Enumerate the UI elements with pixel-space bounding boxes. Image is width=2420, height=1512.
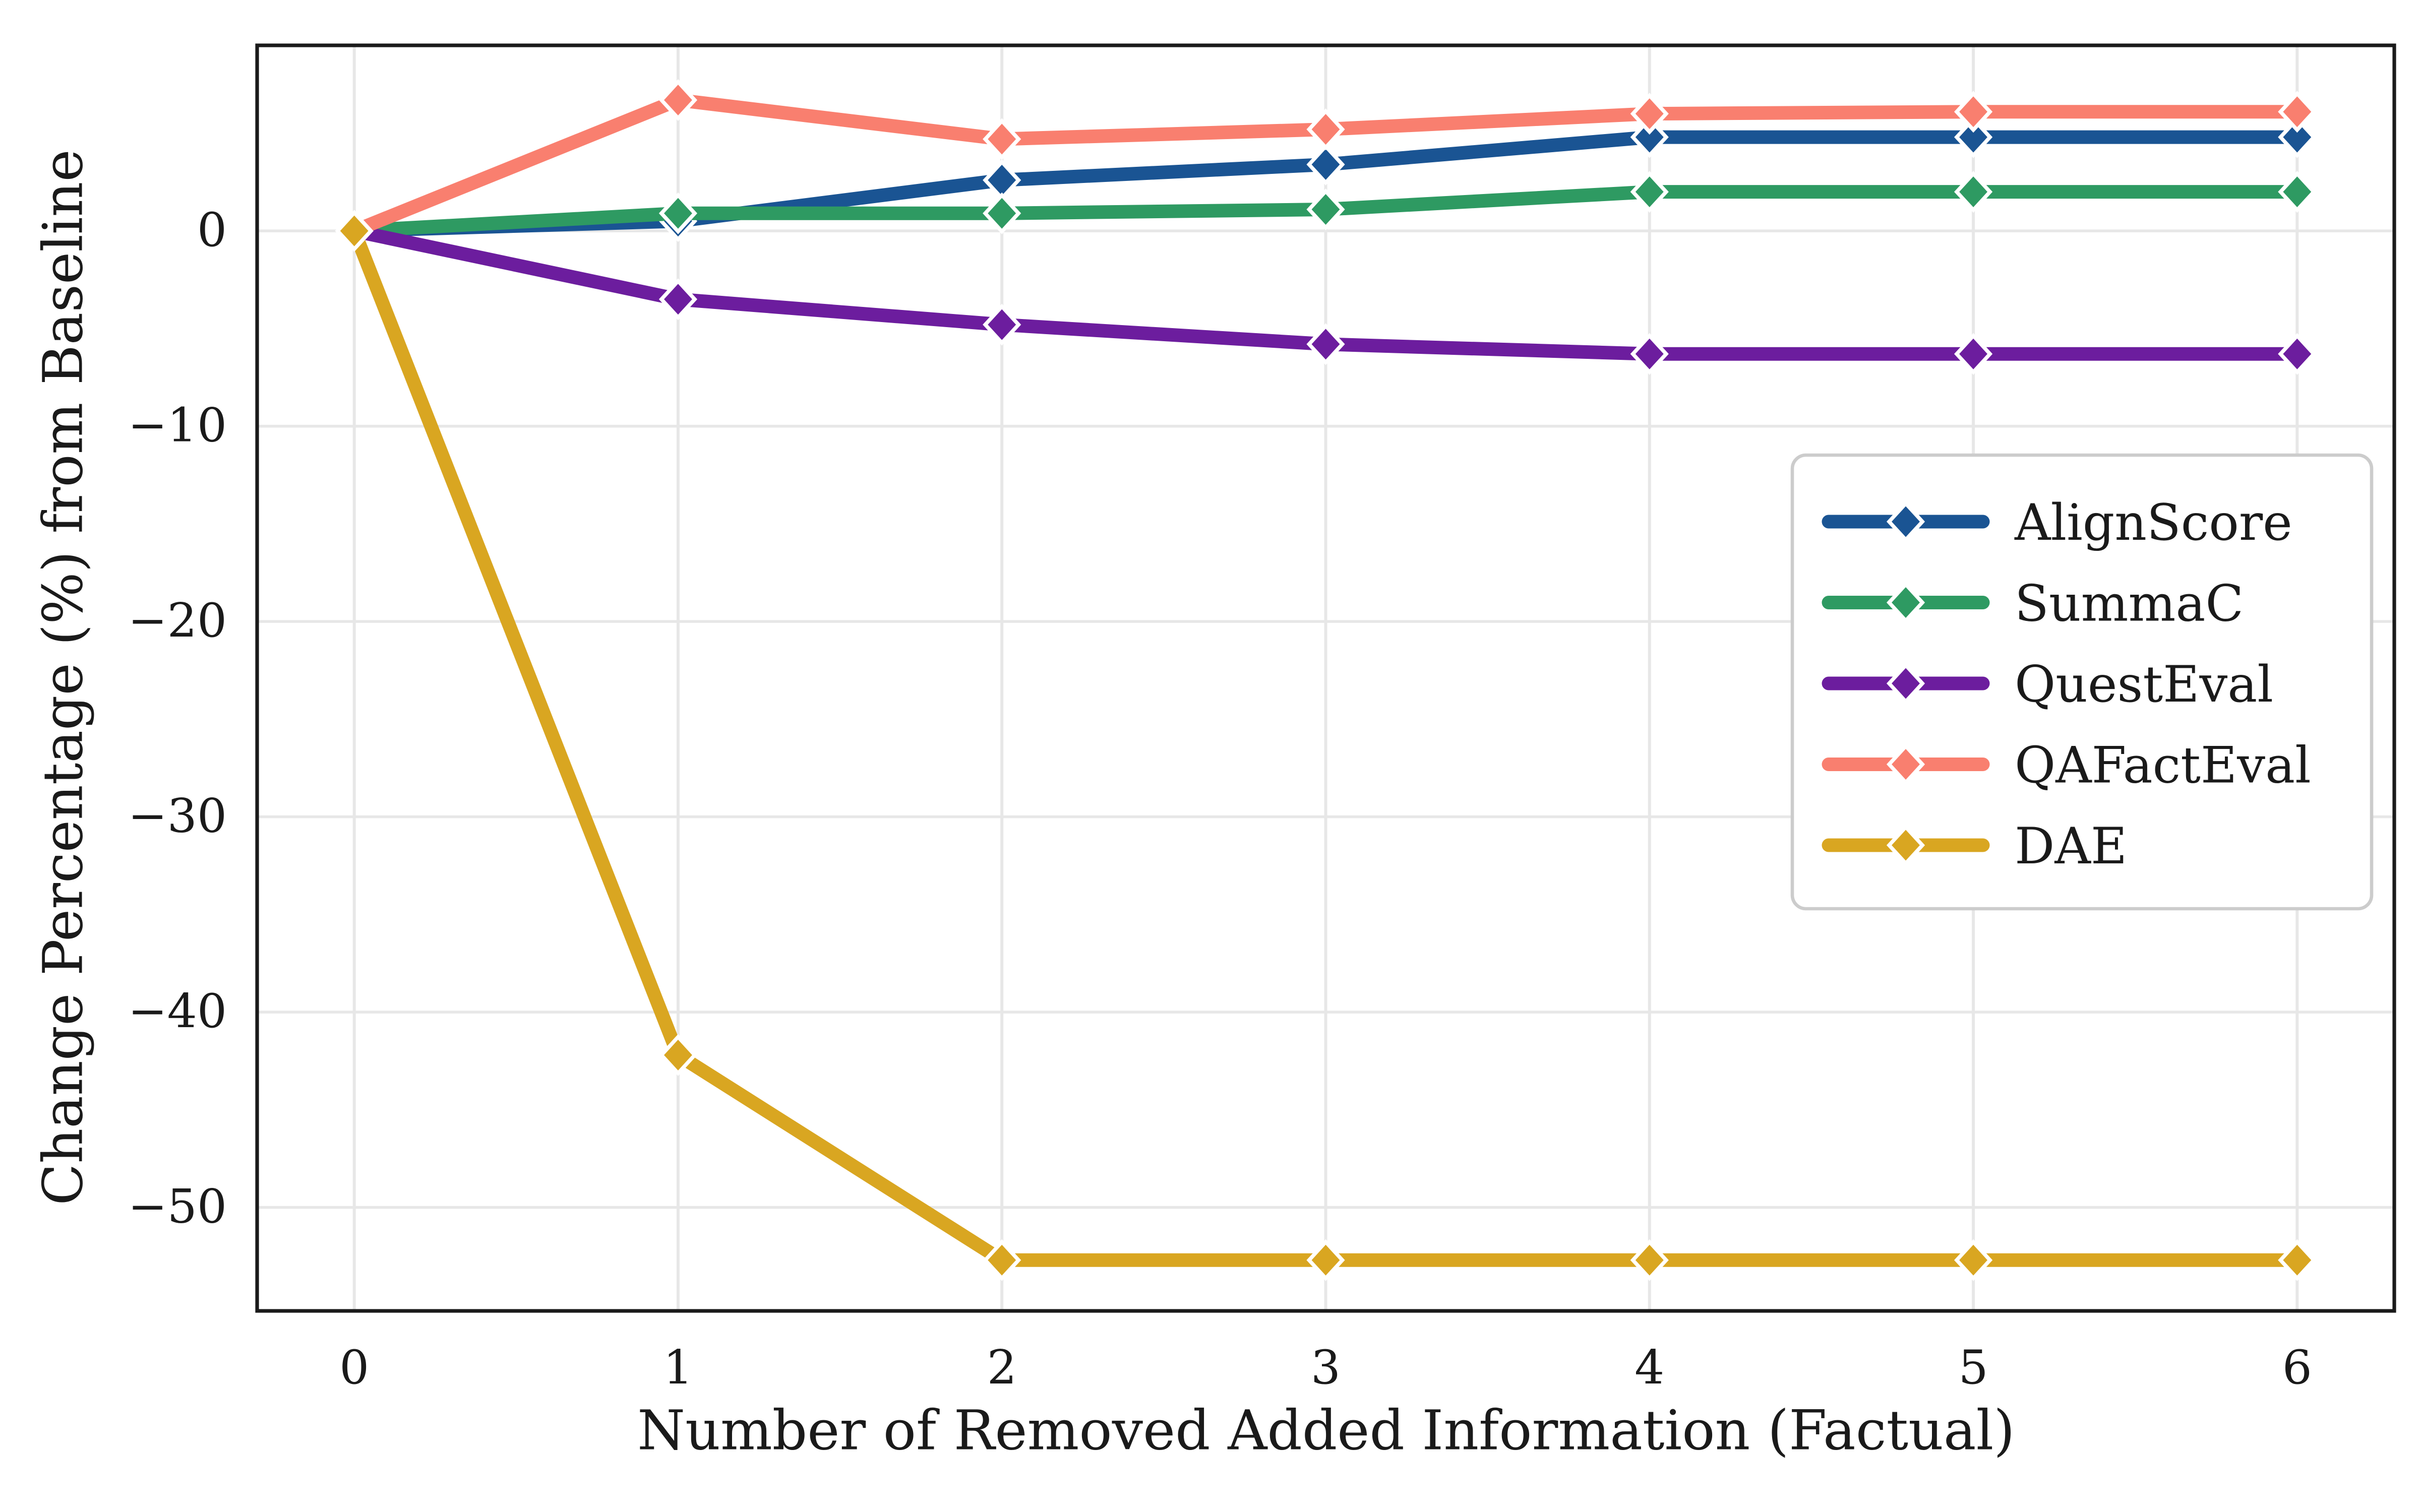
y-tick-label-−20: −20 bbox=[128, 593, 227, 648]
legend-sample-DAE-marker bbox=[1886, 824, 1925, 866]
legend-label-DAE: DAE bbox=[2015, 817, 2127, 875]
legend-sample-AlignScore-marker bbox=[1886, 500, 1925, 543]
y-tick-label-−10: −10 bbox=[128, 398, 227, 453]
x-tick-label-4: 4 bbox=[1635, 1340, 1664, 1395]
legend-label-QAFactEval: QAFactEval bbox=[2015, 737, 2311, 795]
y-tick-label-0: 0 bbox=[197, 203, 227, 257]
legend-sample-QAFactEval-marker bbox=[1886, 743, 1925, 786]
x-tick-label-6: 6 bbox=[2282, 1340, 2312, 1395]
legend-label-AlignScore: AlignScore bbox=[2014, 494, 2292, 552]
legend-box bbox=[1790, 453, 2374, 911]
x-tick-label-0: 0 bbox=[339, 1340, 369, 1395]
x-tick-label-1: 1 bbox=[663, 1340, 693, 1395]
legend-sample-SummaC-marker bbox=[1886, 581, 1925, 624]
legend-label-SummaC: SummaC bbox=[2015, 575, 2244, 633]
x-tick-label-5: 5 bbox=[1958, 1340, 1988, 1395]
x-axis-title: Number of Removed Added Information (Fac… bbox=[637, 1398, 2015, 1463]
y-axis-title: Change Percentage (%) from Baseline bbox=[31, 149, 95, 1206]
plot-frame bbox=[255, 43, 2396, 1313]
legend-label-QuestEval: QuestEval bbox=[2015, 656, 2273, 714]
legend-sample-QuestEval-marker bbox=[1886, 662, 1925, 705]
y-tick-label-−30: −30 bbox=[128, 789, 227, 843]
series-DAE-markers bbox=[335, 210, 2317, 1281]
y-tick-label-−50: −50 bbox=[128, 1179, 227, 1234]
y-tick-label-−40: −40 bbox=[128, 984, 227, 1038]
x-tick-label-2: 2 bbox=[987, 1340, 1017, 1395]
x-tick-label-3: 3 bbox=[1311, 1340, 1341, 1395]
